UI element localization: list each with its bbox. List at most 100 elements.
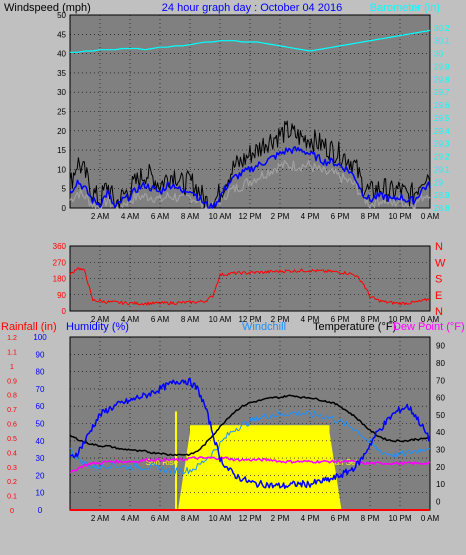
windspeed-x-tick-label: 8 AM <box>181 212 200 221</box>
direction-x-tick-label: 8 AM <box>181 315 200 324</box>
series-humidity <box>69 377 431 490</box>
humidity-y-tick-label: 40 <box>36 437 45 446</box>
direction-x-tick-label: 2 PM <box>271 315 290 324</box>
temperature-x-tick-label: 0 AM <box>421 514 440 523</box>
sunset-ramp <box>329 432 342 510</box>
direction-y-tick-label: 90 <box>57 291 66 300</box>
rainfall-axis-label: Rainfall (in) <box>1 321 57 333</box>
rainfall-y-tick-label: 0.9 <box>7 378 17 385</box>
temperature-x-tick-label: 2 PM <box>271 514 290 523</box>
windspeed-x-tick-label: 6 PM <box>331 212 350 221</box>
windspeed-y-tick-label: 40 <box>57 50 66 59</box>
humidity-y-tick-label: 30 <box>36 454 45 463</box>
direction-y-tick-label: 270 <box>53 258 67 267</box>
temperature-x-tick-label: 8 AM <box>181 514 200 523</box>
windspeed-x-tick-label: 4 PM <box>301 212 320 221</box>
windspeed-x-tick-label: 6 AM <box>151 212 170 221</box>
direction-x-tick-label: 12 PM <box>238 315 261 324</box>
rainfall-y-tick-label: 0.1 <box>7 494 17 501</box>
temperature-x-tick-label: 10 PM <box>388 514 411 523</box>
direction-x-tick-label: 2 AM <box>91 315 110 324</box>
temperature-axis-label: Temperature (°F) <box>313 321 396 333</box>
direction-compass-label: W <box>435 257 446 269</box>
direction-y-tick-label: 0 <box>62 307 67 316</box>
direction-compass-label: E <box>435 290 442 302</box>
barometer-y-tick-label: 28.9 <box>434 191 450 200</box>
barometer-y-tick-label: 29.3 <box>434 140 450 149</box>
barometer-y-tick-label: 28.8 <box>434 204 450 213</box>
humidity-y-tick-label: 10 <box>36 489 45 498</box>
windspeed-x-tick-label: 10 AM <box>209 212 232 221</box>
windspeed-y-tick-label: 20 <box>57 127 66 136</box>
barometer-axis-label: Barometer (in) <box>370 2 440 14</box>
temperature-y-tick-label: 40 <box>436 428 445 437</box>
rainfall-y-tick-label: 1 <box>10 364 14 371</box>
windspeed-y-tick-label: 15 <box>57 146 66 155</box>
windspeed-y-tick-label: 10 <box>57 165 66 174</box>
windchill-axis-label: Windchill <box>242 321 286 333</box>
windspeed-x-tick-label: 2 PM <box>271 212 290 221</box>
direction-compass-label: S <box>435 274 442 286</box>
direction-compass-label: N <box>435 241 443 253</box>
humidity-y-tick-label: 90 <box>36 350 45 359</box>
temperature-y-tick-label: 20 <box>436 463 445 472</box>
windspeed-y-tick-label: 50 <box>57 11 66 20</box>
direction-x-tick-label: 10 AM <box>209 315 232 324</box>
windspeed-barometer-panel: 2 AM 4 AM 6 AM 8 AM 10 AM 12 PM 2 PM 4 PM 6 PM 8 … <box>57 11 450 221</box>
temperature-x-tick-label: 8 PM <box>361 514 380 523</box>
temperature-y-tick-label: 60 <box>436 394 445 403</box>
rainfall-y-tick-label: 0.6 <box>7 422 17 429</box>
direction-y-tick-label: 180 <box>53 275 67 284</box>
windspeed-x-tick-label: 0 AM <box>421 212 440 221</box>
humidity-y-tick-label: 20 <box>36 471 45 480</box>
direction-x-tick-label: 10 PM <box>388 315 411 324</box>
humidity-y-tick-label: 60 <box>36 402 45 411</box>
temperature-y-tick-label: 50 <box>436 411 445 420</box>
temperature-y-tick-label: 0 <box>436 497 441 506</box>
temperature-y-tick-label: 70 <box>436 376 445 385</box>
humidity-axis-label: Humidity (%) <box>66 321 129 333</box>
series-temperature <box>69 394 431 457</box>
humidity-y-tick-label: 50 <box>36 420 45 429</box>
windspeed-x-tick-label: 2 AM <box>91 212 110 221</box>
rainfall-y-tick-label: 0.5 <box>7 436 17 443</box>
rainfall-y-tick-label: 0.2 <box>7 479 17 486</box>
series-windchill <box>69 410 430 475</box>
barometer-y-tick-label: 29.4 <box>434 127 450 136</box>
humidity-y-tick-label: 0 <box>38 506 43 515</box>
direction-x-tick-label: 4 PM <box>301 315 320 324</box>
windspeed-y-tick-label: 0 <box>62 204 67 213</box>
temperature-x-tick-label: 2 AM <box>91 514 110 523</box>
rainfall-y-tick-label: 1.2 <box>7 335 17 342</box>
rainfall-y-tick-label: 0.7 <box>7 407 17 414</box>
series-dewpoint <box>69 456 431 474</box>
temperature-y-tick-label: 30 <box>436 445 445 454</box>
temperature-x-tick-label: 6 PM <box>331 514 350 523</box>
direction-x-tick-label: 4 AM <box>121 315 140 324</box>
series-wind-direction <box>69 267 430 306</box>
wind-direction-panel: 2 AM 4 AM 6 AM 8 AM 10 AM 12 PM 2 PM 4 PM 6 PM 8 … <box>53 241 446 324</box>
series-windspeed-low <box>69 160 431 209</box>
temperature-x-tick-label: 4 PM <box>301 514 320 523</box>
series-windspeed-average <box>69 146 431 209</box>
direction-x-tick-label: 0 AM <box>421 315 440 324</box>
rainfall-y-tick-label: 1.1 <box>7 349 17 356</box>
humidity-y-tick-label: 70 <box>36 385 45 394</box>
windspeed-y-tick-label: 45 <box>57 30 66 39</box>
windspeed-y-tick-label: 30 <box>57 88 66 97</box>
barometer-y-tick-label: 30.2 <box>434 24 450 33</box>
barometer-y-tick-label: 29.9 <box>434 62 450 71</box>
barometer-y-tick-label: 29.2 <box>434 153 450 162</box>
windspeed-x-tick-label: 10 PM <box>388 212 411 221</box>
direction-x-tick-label: 6 AM <box>151 315 170 324</box>
windspeed-x-tick-label: 12 PM <box>238 212 261 221</box>
temperature-y-tick-label: 80 <box>436 359 445 368</box>
temperature-x-tick-label: 12 PM <box>238 514 261 523</box>
dewpoint-axis-label: Dew Point (°F) <box>393 321 465 333</box>
direction-y-tick-label: 360 <box>53 242 67 251</box>
humidity-y-tick-label: 100 <box>33 333 47 342</box>
direction-x-tick-label: 8 PM <box>361 315 380 324</box>
windspeed-y-tick-label: 5 <box>62 185 67 194</box>
series-barometer <box>70 29 431 53</box>
